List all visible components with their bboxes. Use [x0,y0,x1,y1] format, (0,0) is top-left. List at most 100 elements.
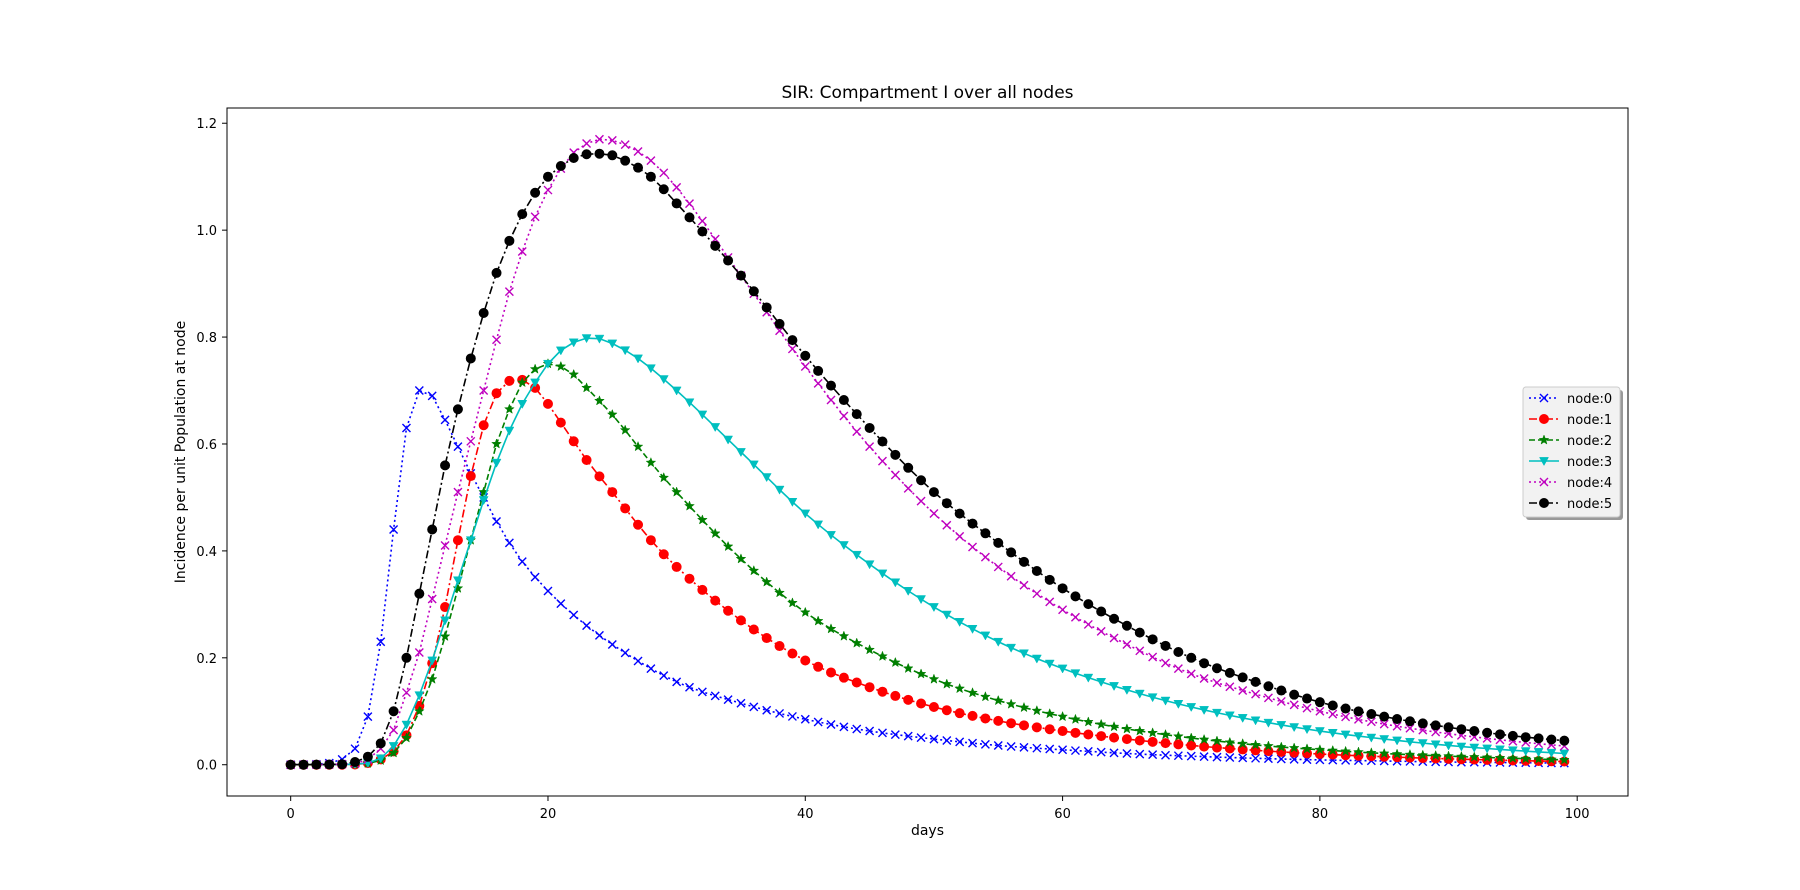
data-point [800,655,811,666]
data-point [1070,669,1081,679]
data-point [941,678,953,689]
data-point [1250,676,1261,687]
data-point [852,724,862,734]
data-point [890,730,900,740]
data-point [1507,752,1519,763]
data-point [877,728,887,738]
data-point [838,672,849,683]
data-point [1507,730,1518,741]
data-point [722,540,734,552]
data-point [1224,667,1235,678]
legend-label: node:4 [1567,476,1612,491]
data-point [1275,741,1287,752]
y-axis: 0.0 0.2 0.4 0.6 0.8 1.0 1.2 [196,117,227,774]
data-point [968,542,978,552]
legend-item: node:3 [1529,455,1612,470]
data-point [1379,735,1390,745]
data-point [1469,743,1480,753]
data-point [1147,693,1158,703]
data-point [607,487,618,498]
data-point [1366,733,1377,743]
data-point [633,656,643,666]
data-point [414,588,425,599]
data-point [1327,728,1338,738]
data-point [465,536,476,546]
data-point [1417,749,1429,760]
data-point [1302,693,1313,704]
data-point [1404,748,1416,760]
data-point [735,615,746,626]
data-point [607,135,617,145]
data-point [723,255,734,266]
data-point [980,713,991,724]
data-point [659,168,669,178]
data-point [1238,753,1248,763]
data-point [1366,709,1377,720]
data-point [954,618,965,627]
data-point [517,247,527,257]
data-point [414,647,424,657]
data-point [1019,649,1029,659]
data-point [1096,747,1106,757]
data-point [1006,571,1016,581]
data-point [980,528,991,539]
data-point [774,318,785,329]
data-point [748,460,759,470]
data-point [851,637,863,648]
data-point [594,395,605,406]
data-point [1148,750,1158,760]
data-point [324,759,335,770]
data-point [1237,672,1248,683]
data-point [786,597,798,608]
data-point [697,410,708,420]
data-point [491,267,502,278]
data-point [877,456,887,466]
data-point [942,520,952,530]
legend-item: node:5 [1529,497,1612,512]
data-point [388,706,399,717]
data-point [453,576,463,586]
data-point [967,687,978,698]
data-point [838,630,850,641]
data-point [530,187,541,198]
data-point [1199,706,1210,715]
data-point [1353,714,1363,724]
data-point [543,586,553,596]
data-point [890,690,901,701]
data-point [928,673,940,684]
data-point [800,714,810,724]
data-point [1070,591,1081,602]
data-point [1096,606,1107,617]
data-point [954,682,966,694]
data-point [1199,741,1210,752]
data-point [889,656,901,668]
data-point [543,185,553,195]
data-point [1109,732,1120,743]
data-point [993,537,1004,548]
data-point [684,500,695,511]
data-point [1006,718,1017,729]
data-point [427,594,437,604]
data-point [555,346,566,356]
data-point [1251,689,1261,699]
data-point [375,754,386,764]
data-point [851,550,862,560]
data-point [1045,744,1055,754]
series-line [290,152,1565,766]
data-point [1006,741,1016,751]
data-point [659,671,669,681]
data-point [799,606,811,617]
data-point [877,686,888,697]
data-point [1134,725,1146,736]
data-point [864,560,875,570]
data-point [1533,748,1544,757]
data-point [1224,743,1235,754]
data-point [401,688,411,698]
data-point [1121,734,1132,745]
data-point [916,698,927,709]
data-point [517,209,528,220]
data-point [1147,736,1158,747]
data-point [993,637,1004,647]
data-point [1379,719,1389,729]
data-point [582,139,592,149]
